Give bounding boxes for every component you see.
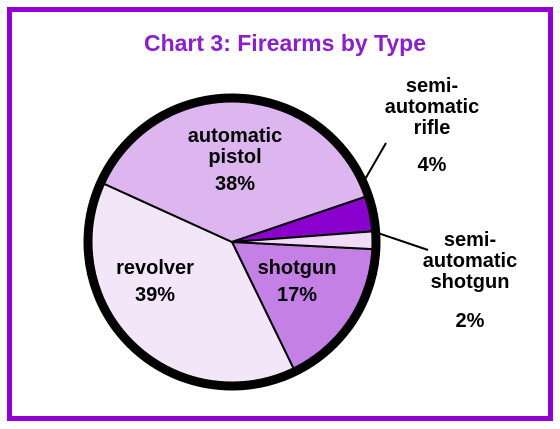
chart-frame: [7, 7, 553, 421]
slice-label: shotgun: [257, 257, 337, 279]
value-label: 2%: [455, 310, 485, 332]
pie-outline: [83, 93, 381, 391]
slice-label: revolver: [116, 257, 194, 279]
slice-label: semi-automatic shotgun: [422, 229, 518, 293]
value-label: 17%: [276, 284, 318, 306]
leader-line: [377, 232, 429, 251]
value-label: 39%: [134, 284, 176, 306]
slice-label: automatic pistol: [187, 125, 283, 168]
value-label: 38%: [214, 173, 256, 195]
chart-title: Chart 3: Firearms by Type: [143, 30, 427, 56]
value-label: 4%: [417, 154, 447, 176]
slice-label: semi-automatic rifle: [384, 75, 480, 139]
